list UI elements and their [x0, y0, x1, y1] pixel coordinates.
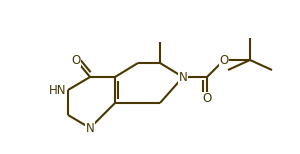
Text: O: O — [202, 93, 211, 105]
Text: N: N — [85, 122, 94, 134]
Text: O: O — [71, 53, 81, 67]
Text: HN: HN — [49, 83, 67, 97]
Text: O: O — [219, 53, 229, 67]
Text: N: N — [178, 71, 188, 83]
